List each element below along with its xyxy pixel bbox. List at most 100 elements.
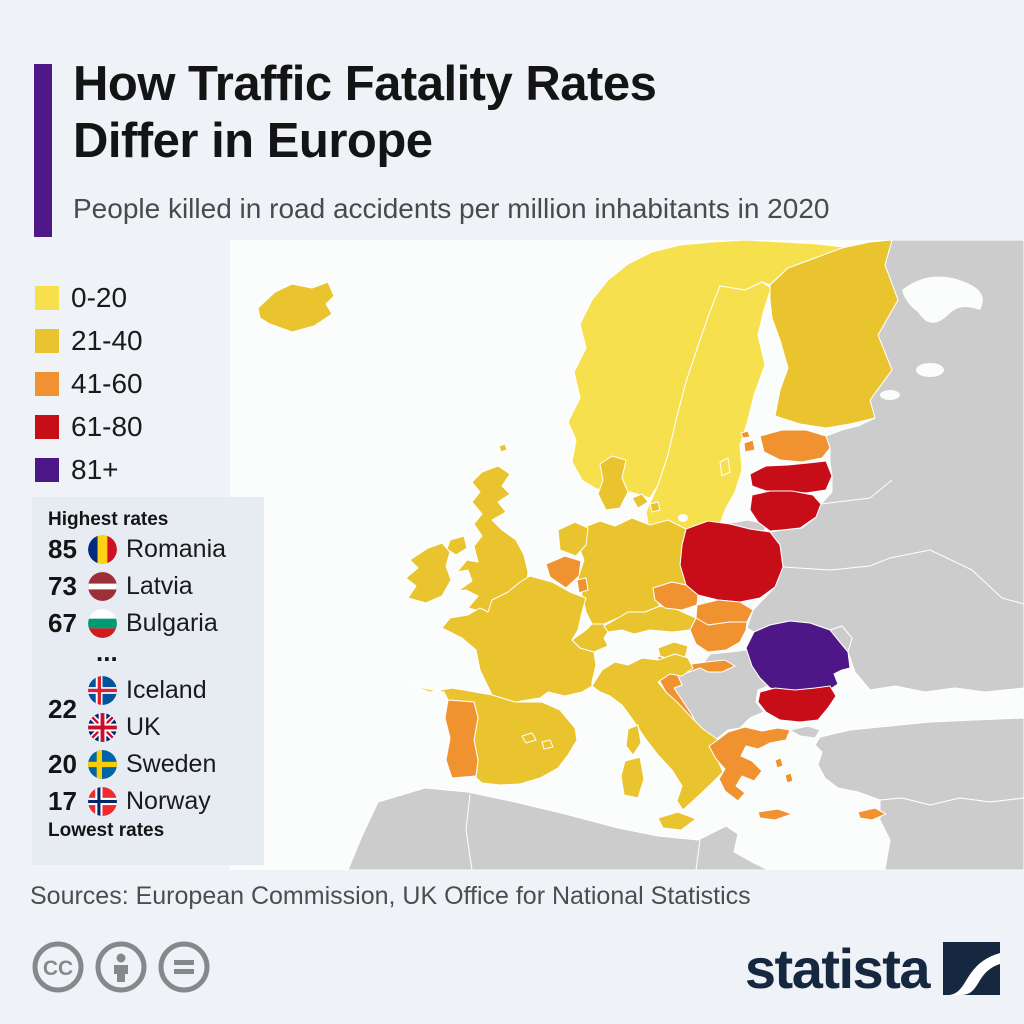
rate-value: 73 xyxy=(48,571,77,601)
rate-country-name: Romania xyxy=(126,535,227,563)
rate-row: 85 Romania xyxy=(48,531,252,568)
rate-row: 73 Latvia xyxy=(48,568,252,605)
legend-swatch xyxy=(35,285,59,310)
map-country-denmark xyxy=(597,455,629,511)
statista-logo: statista xyxy=(745,936,1000,1001)
legend-item: 41-60 xyxy=(35,362,143,405)
map-island-sardinia xyxy=(620,756,645,799)
uk-flag-icon xyxy=(88,713,117,742)
rates-box-top-label: Highest rates xyxy=(48,509,169,530)
rate-country-name: Norway xyxy=(126,787,211,815)
map-island-saaremaa xyxy=(743,439,756,453)
sweden-flag-icon xyxy=(88,750,117,779)
rates-box: Highest rates 85 Romania 73 Latvia 67 Bulgari… xyxy=(32,497,264,865)
map-country-bulgaria xyxy=(757,685,837,723)
cc-nd-icon xyxy=(158,941,210,993)
map-island-aegean2 xyxy=(784,772,794,784)
legend-item: 0-20 xyxy=(35,276,143,319)
europe-choropleth-map xyxy=(230,240,1024,870)
map-country-belgium xyxy=(545,555,582,589)
rate-country-name: Sweden xyxy=(126,750,217,778)
map-island-crete xyxy=(757,808,793,821)
rate-value: 17 xyxy=(48,786,77,816)
legend-swatch xyxy=(35,457,59,482)
map-country-france xyxy=(441,575,597,703)
rate-row-group: 22 Iceland UK xyxy=(48,672,252,746)
map-country-ireland xyxy=(405,542,452,604)
legend-label: 0-20 xyxy=(71,281,128,313)
lake-onega xyxy=(916,363,944,377)
iceland-flag-icon xyxy=(88,676,117,705)
rate-row: Iceland xyxy=(88,672,207,709)
legend-item: 21-40 xyxy=(35,319,143,362)
map-island-mallorca xyxy=(521,732,537,744)
romania-flag-icon xyxy=(88,535,117,564)
map-country-romania xyxy=(745,620,851,693)
map-country-iceland xyxy=(257,281,335,333)
map-country-latvia xyxy=(749,460,833,494)
map-country-uk xyxy=(456,465,529,613)
bulgaria-flag-icon xyxy=(88,609,117,638)
sources-text: Sources: European Commission, UK Office … xyxy=(30,882,751,910)
rate-value: 20 xyxy=(48,749,77,779)
map-island-menorca xyxy=(541,739,554,750)
map-country-finland xyxy=(769,240,899,429)
map-island-zealand xyxy=(631,493,649,509)
map-island-corsica xyxy=(625,724,642,756)
map-island-funen xyxy=(649,501,661,513)
rate-value: 67 xyxy=(48,608,77,638)
rates-ellipsis: ... xyxy=(96,637,118,667)
rate-country-name: UK xyxy=(126,713,161,741)
svg-text:CC: CC xyxy=(43,957,73,980)
norway-flag-icon xyxy=(88,787,117,816)
cc-by-icon xyxy=(95,941,147,993)
rate-row: UK xyxy=(88,709,207,746)
map-country-greece xyxy=(708,726,791,802)
rate-row: 20 Sweden xyxy=(48,746,252,783)
rate-value: 85 xyxy=(48,534,77,564)
legend-item: 81+ xyxy=(35,448,143,491)
legend-label: 21-40 xyxy=(71,324,143,356)
map-region-north-africa xyxy=(347,787,769,870)
legend-label: 61-80 xyxy=(71,410,143,442)
rate-country-name: Bulgaria xyxy=(126,609,218,637)
lake-ladoga xyxy=(880,390,900,400)
rate-country-name: Iceland xyxy=(126,676,207,704)
map-country-poland xyxy=(679,520,784,603)
rates-box-bottom-label: Lowest rates xyxy=(48,820,165,841)
rate-row: 17 Norway xyxy=(48,783,252,820)
neutral-internal-borders xyxy=(465,479,1024,870)
map-country-portugal xyxy=(444,699,479,779)
rate-value: 22 xyxy=(48,693,77,724)
white-sea xyxy=(902,276,983,323)
latvia-flag-icon xyxy=(88,572,117,601)
title-line2: Differ in Europe xyxy=(73,114,433,168)
rates-rows: 85 Romania 73 Latvia 67 Bulgaria... 22 Iceland U… xyxy=(48,531,252,820)
title-accent-bar xyxy=(34,64,52,237)
map-legend: 0-20 21-40 41-60 61-80 81+ xyxy=(35,276,143,491)
legend-label: 41-60 xyxy=(71,367,143,399)
legend-label: 81+ xyxy=(71,453,119,485)
page-title: How Traffic Fatality Rates Differ in Eur… xyxy=(73,56,973,170)
map-country-hungary xyxy=(689,617,748,653)
statista-wordmark: statista xyxy=(744,937,931,1000)
map-island-hiiumaa xyxy=(740,430,751,439)
europe-map-svg xyxy=(230,240,1024,870)
legend-swatch xyxy=(35,328,59,353)
map-island-gotland xyxy=(719,457,731,477)
license-icons: CC xyxy=(32,941,210,993)
cc-icon: CC xyxy=(32,941,84,993)
title-line1: How Traffic Fatality Rates xyxy=(73,57,657,111)
map-country-cyprus xyxy=(857,807,887,821)
map-country-netherlands xyxy=(557,521,589,557)
page-subtitle: People killed in road accidents per mill… xyxy=(73,193,830,224)
legend-swatch xyxy=(35,371,59,396)
map-country-lithuania xyxy=(749,490,822,532)
map-island-aegean1 xyxy=(774,757,784,769)
map-island-faroe xyxy=(498,443,508,453)
map-country-switzerland xyxy=(571,623,609,653)
rate-group-entries: Iceland UK xyxy=(88,672,207,746)
map-country-estonia xyxy=(759,429,831,463)
lake-vanern xyxy=(678,514,688,522)
